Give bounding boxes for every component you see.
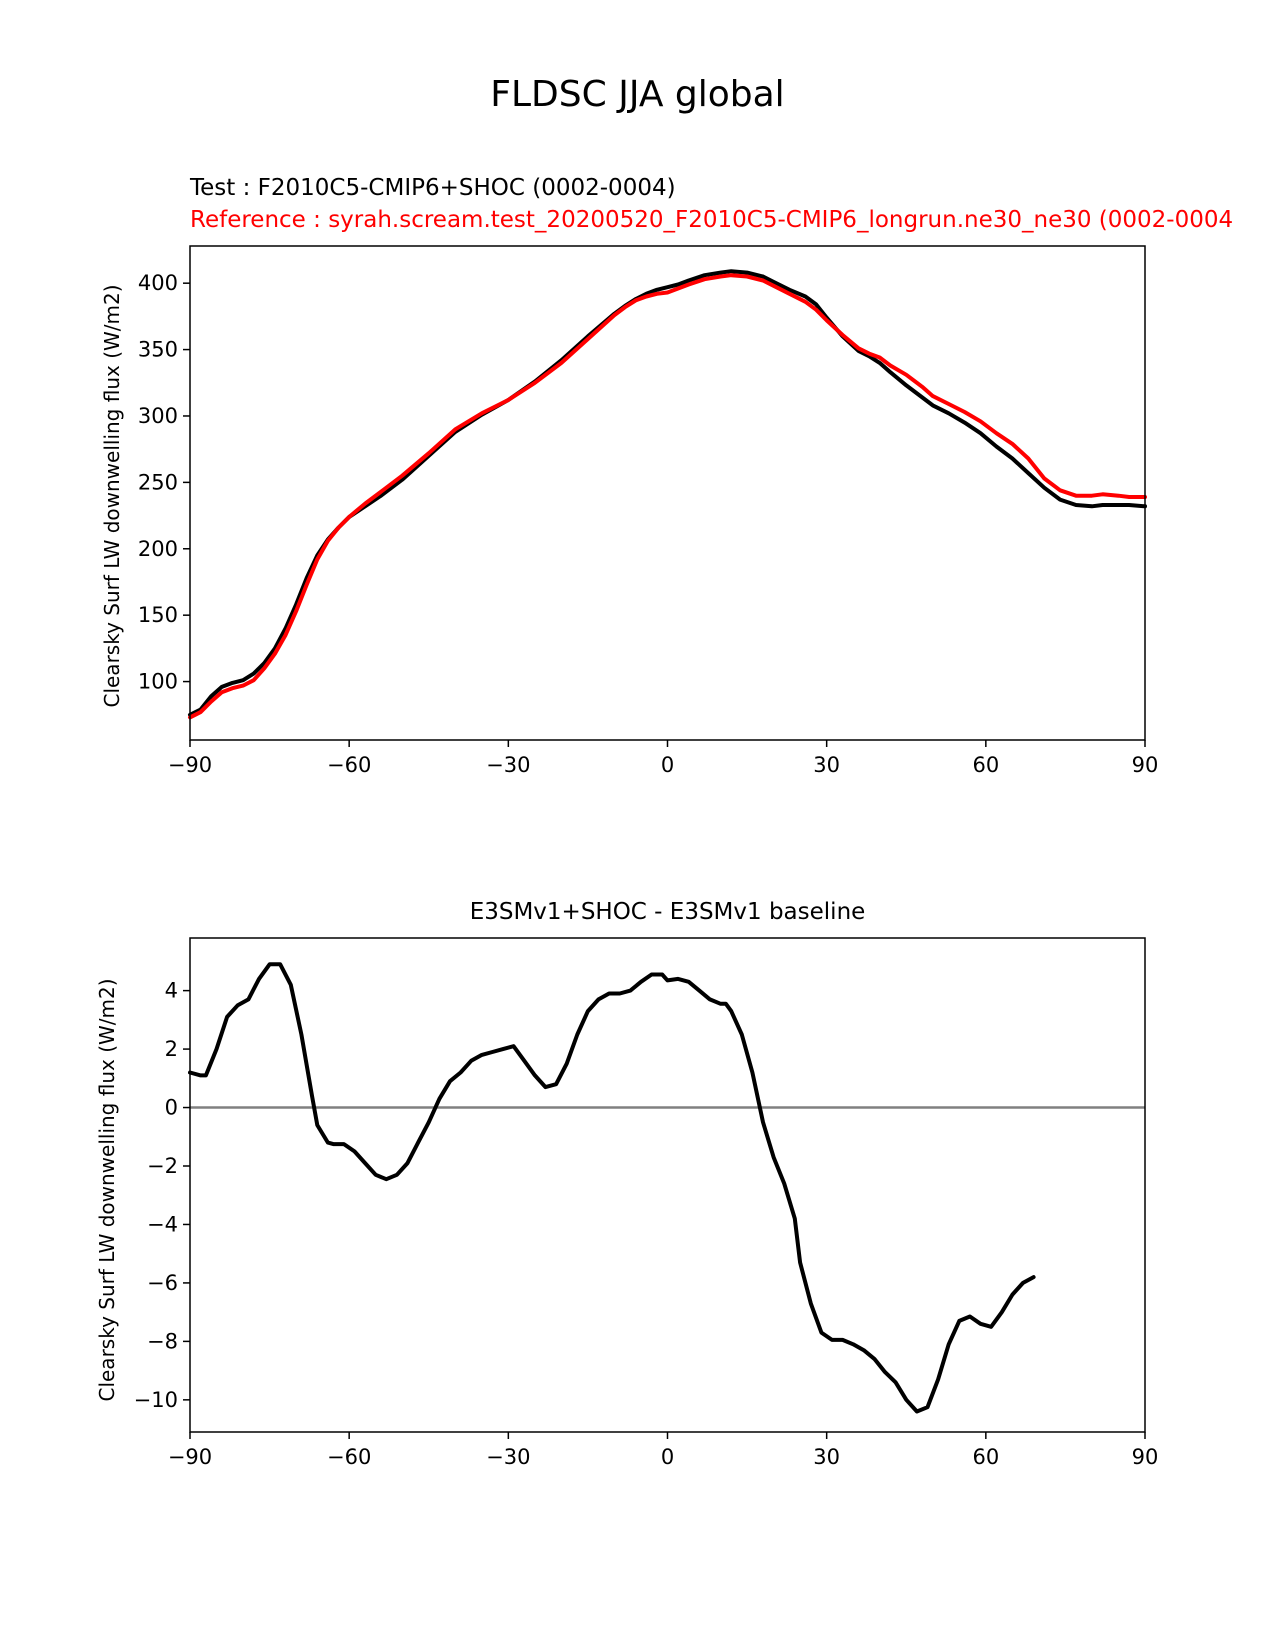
difference-plot-title: E3SMv1+SHOC - E3SMv1 baseline [469, 899, 866, 925]
top-ytick-label: 200 [138, 537, 178, 561]
top-series-reference [188, 273, 1147, 720]
top-xtick-label: 0 [661, 753, 674, 777]
top-ytick-label: 300 [138, 404, 178, 428]
top-axes-frame [189, 245, 1146, 741]
bottom-ylabel: Clearsky Surf LW downwelling flux (W/m2) [95, 978, 119, 1401]
top-xtick-label: −60 [327, 753, 371, 777]
bottom-xtick-label: −90 [168, 1445, 212, 1469]
top-xtick-label: 30 [813, 753, 840, 777]
bottom-ytick-label: −10 [134, 1388, 178, 1412]
top-xtick-label: 60 [972, 753, 999, 777]
top-xtick-label: −30 [486, 753, 530, 777]
top-ytick-label: 250 [138, 470, 178, 494]
bottom-axes-frame [189, 937, 1146, 1433]
bottom-xtick-label: 30 [813, 1445, 840, 1469]
bottom-xtick-label: 60 [972, 1445, 999, 1469]
difference-plot: Clearsky Surf LW downwelling flux (W/m2)… [95, 937, 1159, 1469]
bottom-ytick-label: 2 [165, 1037, 178, 1061]
top-xtick-label: 90 [1132, 753, 1159, 777]
test-label: Test : F2010C5-CMIP6+SHOC (0002-0004) [190, 175, 676, 201]
top-xtick-label: −90 [168, 753, 212, 777]
zonal-mean-plot: Clearsky Surf LW downwelling flux (W/m2)… [100, 245, 1159, 777]
bottom-ytick-label: 0 [165, 1096, 178, 1120]
top-series-test [188, 269, 1147, 717]
top-ytick-label: 400 [138, 271, 178, 295]
bottom-ytick-label: 4 [165, 979, 178, 1003]
bottom-series-difference [188, 962, 1036, 1414]
bottom-xtick-label: 90 [1132, 1445, 1159, 1469]
bottom-xtick-label: 0 [661, 1445, 674, 1469]
bottom-ytick-label: −6 [147, 1271, 178, 1295]
top-ytick-label: 100 [138, 670, 178, 694]
bottom-ytick-label: −2 [147, 1154, 178, 1178]
reference-label: Reference : syrah.scream.test_20200520_F… [190, 207, 1234, 233]
top-ytick-label: 350 [138, 338, 178, 362]
figure-title: FLDSC JJA global [490, 74, 785, 115]
bottom-xtick-label: −30 [486, 1445, 530, 1469]
top-ylabel: Clearsky Surf LW downwelling flux (W/m2) [100, 284, 124, 707]
bottom-ytick-label: −4 [147, 1212, 178, 1236]
bottom-xtick-label: −60 [327, 1445, 371, 1469]
bottom-ytick-label: −8 [147, 1329, 178, 1353]
top-ytick-label: 150 [138, 603, 178, 627]
